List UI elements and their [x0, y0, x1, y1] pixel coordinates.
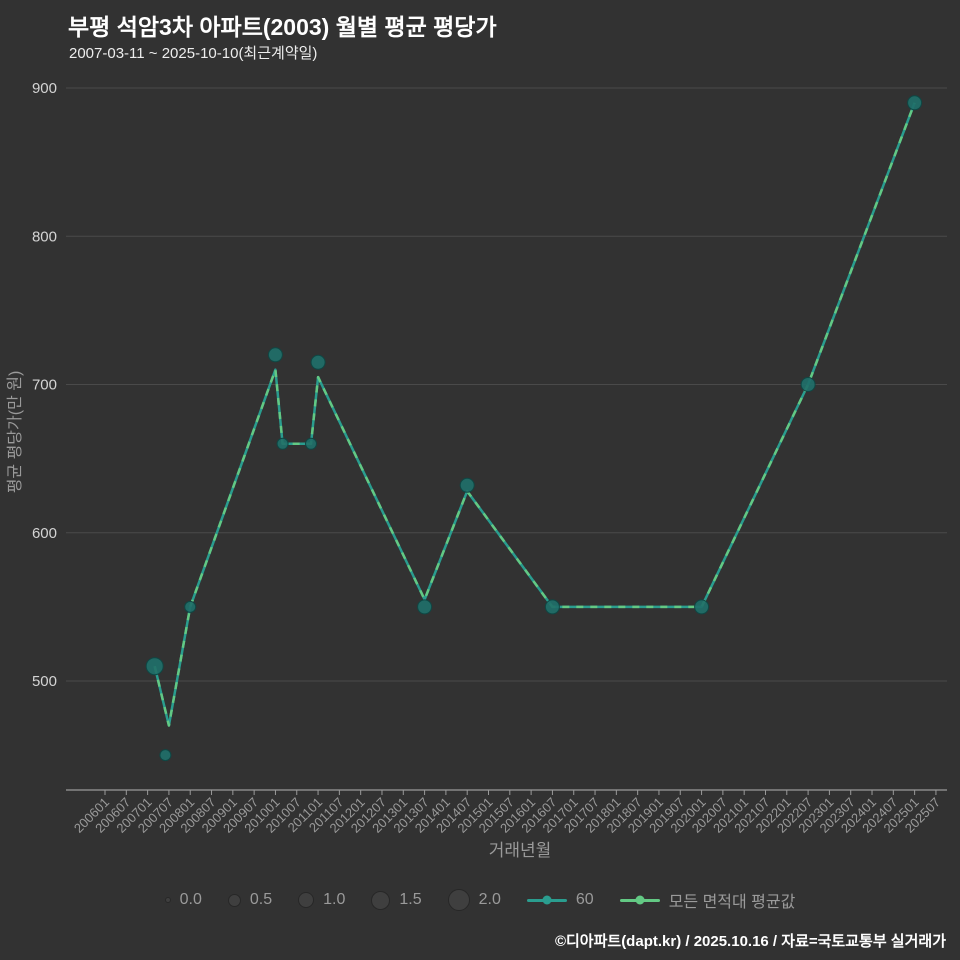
footer-credit: ©디아파트(dapt.kr) / 2025.10.16 / 자료=국토교통부 실…	[554, 933, 946, 950]
y-tick-label: 800	[32, 228, 57, 245]
page-subtitle: 2007-03-11 ~ 2025-10-10(최근계약일)	[69, 45, 318, 62]
page-title: 부평 석암3차 아파트(2003) 월별 평균 평당가	[68, 14, 497, 40]
data-point[interactable]	[310, 354, 326, 370]
data-point[interactable]	[184, 600, 197, 613]
series-legend-item[interactable]: 60	[526, 891, 594, 909]
x-axis-title: 거래년월	[489, 841, 552, 860]
size-label: 2.0	[478, 891, 501, 908]
data-point[interactable]	[159, 749, 172, 762]
y-tick-label: 900	[32, 80, 57, 97]
size-legend-item: 1.5	[371, 890, 422, 910]
data-point[interactable]	[544, 599, 560, 615]
y-tick-label: 600	[32, 525, 57, 542]
data-point[interactable]	[145, 657, 164, 676]
size-bubble	[227, 893, 241, 907]
size-label: 0.0	[179, 891, 202, 908]
y-tick-label: 500	[32, 673, 57, 690]
y-axis-title: 평균 평당가(만 원)	[6, 371, 24, 494]
size-bubble	[371, 890, 391, 910]
y-tick-label: 700	[32, 377, 57, 394]
data-point[interactable]	[800, 377, 816, 392]
size-legend-item: 1.0	[298, 891, 345, 909]
series-label: 60	[575, 891, 594, 908]
series-line-60	[153, 102, 916, 727]
data-point[interactable]	[459, 477, 475, 493]
legend-line-sample	[619, 895, 660, 905]
data-point[interactable]	[305, 437, 317, 450]
size-legend-item: 0.0	[164, 891, 202, 909]
size-bubble	[447, 889, 470, 911]
data-point[interactable]	[276, 437, 289, 450]
size-bubble	[298, 892, 315, 908]
legend-dot	[542, 895, 552, 905]
legend: 0.0 0.5 1.0 1.5 2.0 60 모든 면적대 평균값	[0, 888, 960, 912]
size-legend-item: 0.5	[227, 891, 273, 909]
legend-line-sample	[526, 895, 567, 905]
series-label: 모든 면적대 평균값	[668, 894, 796, 911]
size-label: 1.5	[399, 891, 422, 908]
series-line-모든 면적대 평균값	[153, 102, 916, 727]
size-legend-item: 2.0	[447, 889, 501, 911]
size-label: 0.5	[249, 891, 273, 908]
series-legend-item[interactable]: 모든 면적대 평균값	[619, 888, 796, 912]
legend-dot	[635, 895, 645, 905]
data-point[interactable]	[267, 347, 283, 363]
data-point[interactable]	[694, 599, 710, 615]
data-point[interactable]	[417, 599, 433, 615]
size-bubble	[164, 897, 171, 903]
data-point[interactable]	[907, 95, 923, 111]
size-label: 1.0	[323, 891, 346, 908]
